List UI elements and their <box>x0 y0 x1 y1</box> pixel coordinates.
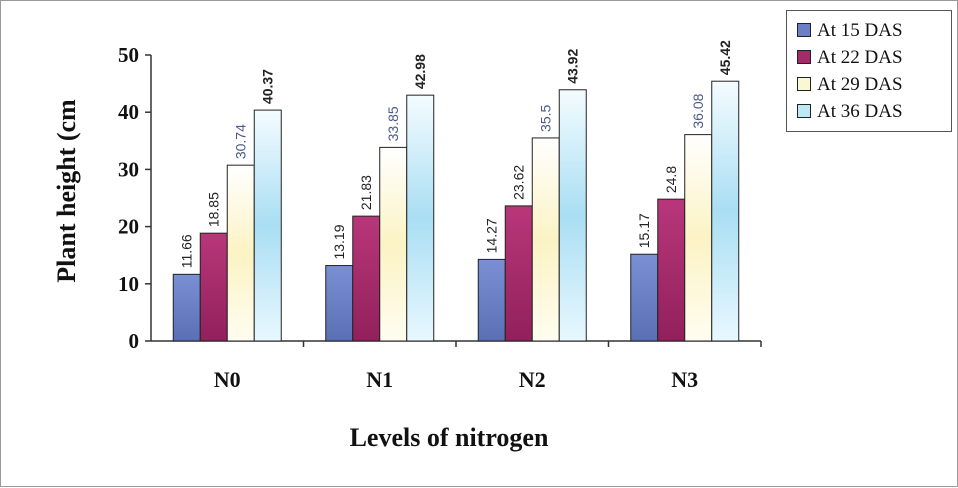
legend-label: At 36 DAS <box>817 101 903 122</box>
bar <box>172 273 201 342</box>
y-axis-label: Plant height (cm <box>52 99 81 283</box>
y-tick-label: 50 <box>118 43 139 67</box>
data-label: 30.74 <box>233 124 249 159</box>
data-label: 14.27 <box>484 218 500 253</box>
data-label: 15.17 <box>636 213 652 248</box>
legend-swatch <box>797 76 811 91</box>
data-label: 11.66 <box>179 234 195 268</box>
bar <box>325 265 354 342</box>
data-label: 42.98 <box>412 54 428 89</box>
data-label: 21.83 <box>358 175 374 210</box>
bar <box>226 164 255 342</box>
data-label: 36.08 <box>690 93 706 128</box>
data-label: 24.8 <box>663 166 679 193</box>
bar <box>630 253 659 342</box>
bar <box>379 146 408 342</box>
legend-item: At 36 DAS <box>797 98 951 125</box>
data-label: 23.62 <box>511 165 527 200</box>
data-label: 45.42 <box>717 40 733 75</box>
data-label: 18.85 <box>206 192 222 227</box>
x-category-label: N0 <box>214 367 241 392</box>
bar <box>531 137 560 342</box>
legend-label: At 29 DAS <box>817 74 903 95</box>
bar <box>253 109 282 342</box>
y-tick-label: 20 <box>118 215 139 239</box>
bar <box>657 198 686 342</box>
bar <box>504 205 533 342</box>
legend-item: At 22 DAS <box>797 44 951 71</box>
x-category-label: N1 <box>366 367 393 392</box>
data-label: 35.5 <box>538 104 554 131</box>
x-category-label: N3 <box>671 367 698 392</box>
data-label: 13.19 <box>331 224 347 259</box>
bar <box>711 80 740 342</box>
legend-item: At 29 DAS <box>797 71 951 98</box>
legend-swatch <box>797 22 811 37</box>
bar <box>558 89 587 342</box>
legend: At 15 DAS At 22 DAS At 29 DAS At 36 DAS <box>786 10 952 132</box>
bar <box>684 134 713 342</box>
x-category-label: N2 <box>519 367 546 392</box>
y-tick-label: 40 <box>118 100 139 124</box>
data-label: 33.85 <box>385 106 401 141</box>
y-tick-label: 0 <box>129 329 140 353</box>
bar <box>406 94 435 342</box>
x-axis-label: Levels of nitrogen <box>350 423 549 452</box>
y-tick-label: 10 <box>118 272 139 296</box>
bar <box>477 258 506 342</box>
legend-label: At 15 DAS <box>817 20 903 41</box>
legend-swatch <box>797 103 811 118</box>
data-label: 40.37 <box>260 69 276 104</box>
legend-label: At 22 DAS <box>817 47 903 68</box>
bar <box>199 232 228 342</box>
y-tick-label: 30 <box>118 157 139 181</box>
bar <box>352 215 381 342</box>
legend-item: At 15 DAS <box>797 17 951 44</box>
legend-swatch <box>797 49 811 64</box>
data-label: 43.92 <box>565 49 581 84</box>
